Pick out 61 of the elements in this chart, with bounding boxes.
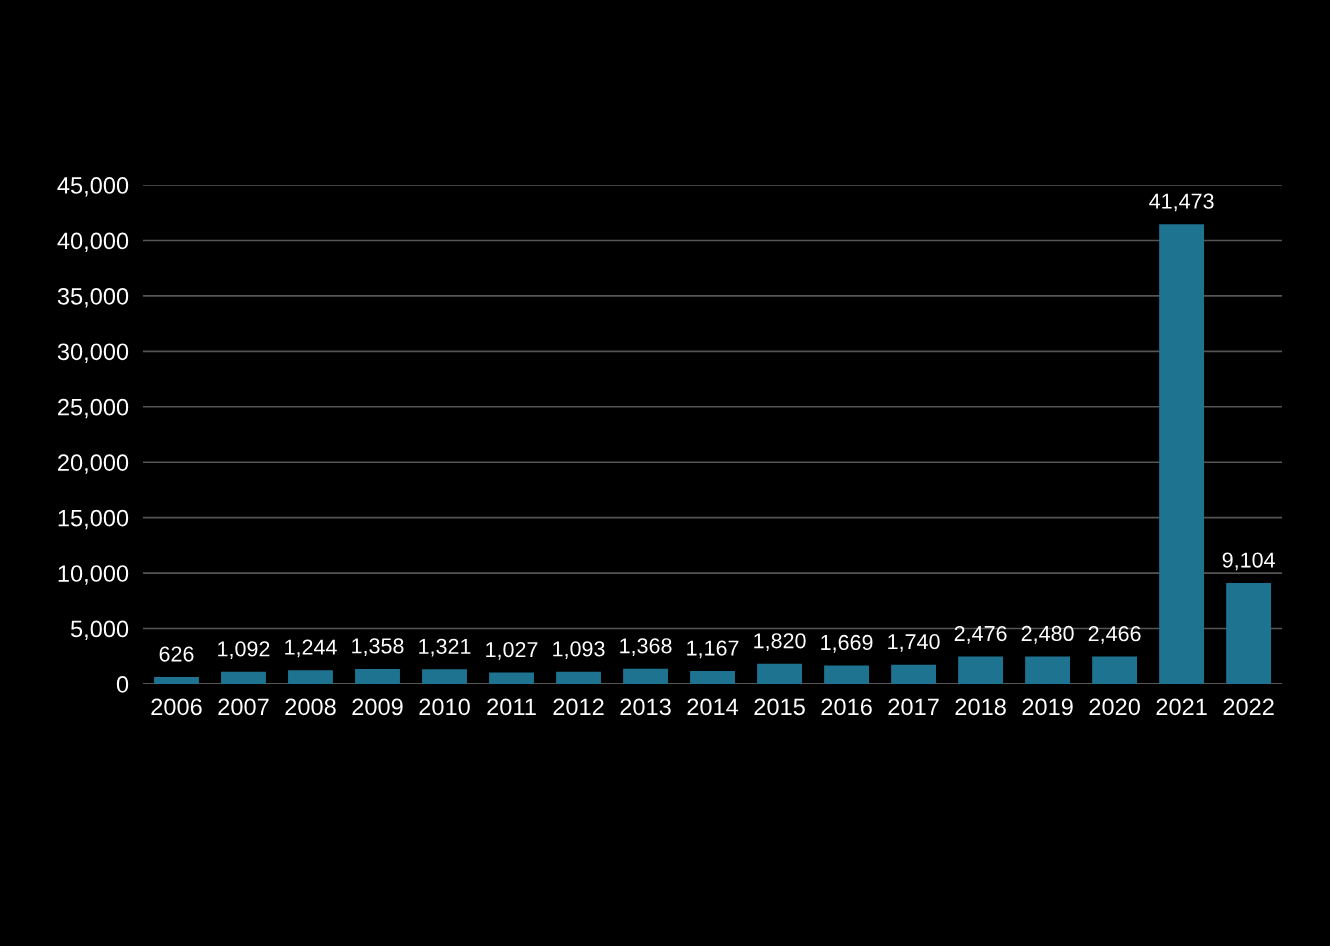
x-tick-label: 2009 <box>352 698 403 716</box>
x-tick-label: 2020 <box>1089 698 1140 716</box>
bar <box>489 672 534 684</box>
bar <box>1092 656 1138 684</box>
bar <box>154 677 199 684</box>
data-label: 1,027 <box>486 641 538 660</box>
y-tick-label: 45,000 <box>57 177 129 197</box>
x-tick-label: 2021 <box>1156 698 1207 716</box>
data-label: 2,466 <box>1088 626 1141 644</box>
bar <box>623 668 668 684</box>
bar <box>1226 583 1272 684</box>
y-tick-label: 30,000 <box>57 343 129 363</box>
y-tick-label: 20,000 <box>58 454 129 474</box>
bar <box>422 669 467 684</box>
x-tick-label: 2014 <box>687 698 739 716</box>
data-label: 1,740 <box>888 634 940 652</box>
x-tick-label: 2006 <box>151 698 202 716</box>
bar <box>690 671 735 684</box>
bar <box>824 665 870 684</box>
x-tick-label: 2018 <box>955 698 1006 716</box>
y-tick-label: 0 <box>116 676 129 693</box>
data-label: 1,321 <box>419 638 471 657</box>
bar <box>221 671 266 684</box>
data-label: 1,092 <box>218 641 270 660</box>
bar <box>1025 656 1071 684</box>
bar <box>891 664 937 684</box>
x-tick-label: 2016 <box>821 698 872 716</box>
y-tick-label: 5,000 <box>70 620 129 641</box>
data-label: 1,244 <box>285 639 337 658</box>
y-tick-label: 10,000 <box>58 565 129 585</box>
data-label: 1,820 <box>754 633 806 651</box>
data-label: 1,368 <box>620 638 672 656</box>
x-tick-label: 2010 <box>419 698 470 716</box>
x-tick-label: 2015 <box>754 698 805 716</box>
data-label: 9,104 <box>1222 552 1275 571</box>
x-tick-label: 2022 <box>1223 698 1274 716</box>
data-label: 1,358 <box>352 638 404 657</box>
bar <box>958 656 1004 684</box>
x-tick-label: 2013 <box>620 698 671 716</box>
y-tick-label: 25,000 <box>58 398 129 419</box>
bar <box>288 670 333 684</box>
data-label: 2,476 <box>954 625 1007 644</box>
bar <box>556 671 601 684</box>
x-tick-label: 2007 <box>218 698 269 716</box>
x-tick-label: 2011 <box>487 698 536 716</box>
x-tick-label: 2008 <box>285 698 336 716</box>
y-tick-label: 40,000 <box>57 232 129 253</box>
y-tick-label: 15,000 <box>58 509 129 530</box>
bar <box>757 663 802 684</box>
x-tick-label: 2019 <box>1022 698 1073 716</box>
y-tick-label: 35,000 <box>57 287 129 308</box>
x-tick-label: 2017 <box>888 698 939 716</box>
bar <box>1159 224 1205 684</box>
data-label: 1,093 <box>553 641 605 660</box>
data-label: 2,480 <box>1021 625 1074 644</box>
bar <box>355 668 400 684</box>
data-label: 1,167 <box>687 640 739 659</box>
data-label: 1,669 <box>821 634 873 653</box>
data-label: 626 <box>159 646 194 662</box>
x-tick-label: 2012 <box>553 698 604 716</box>
data-label: 41,473 <box>1149 193 1214 212</box>
